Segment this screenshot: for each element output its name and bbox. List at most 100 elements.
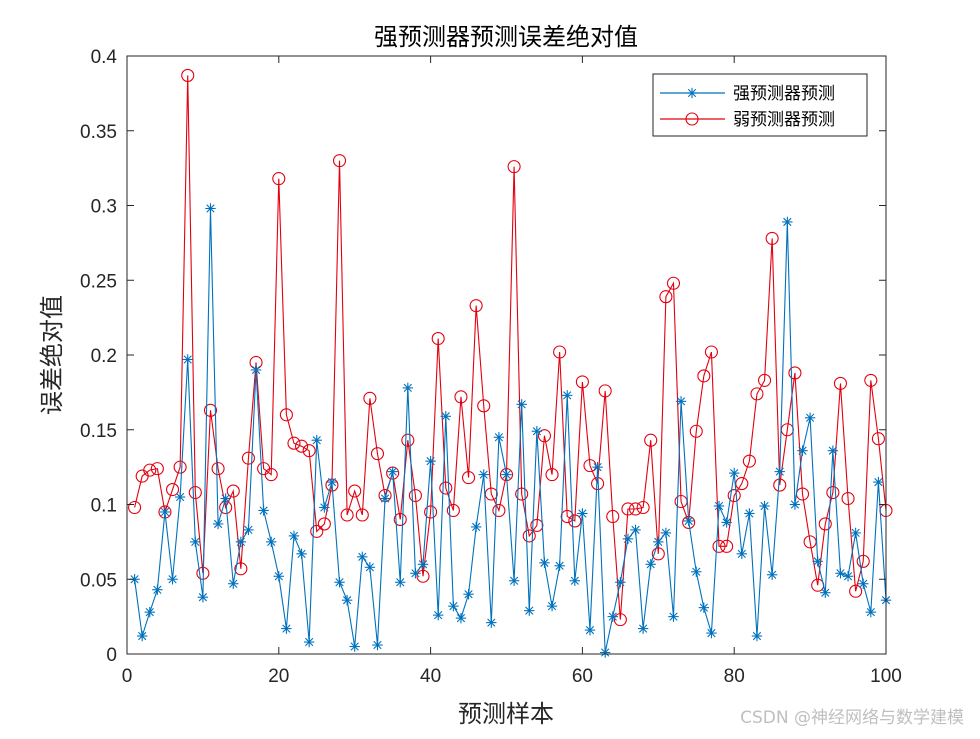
data-point-strong	[152, 584, 163, 595]
data-point-weak	[621, 502, 635, 516]
data-point-strong	[660, 527, 672, 539]
x-tick-label: 0	[122, 666, 133, 687]
data-point-strong	[820, 587, 831, 598]
data-point-strong	[402, 382, 414, 394]
data-point-strong	[478, 469, 489, 480]
data-point-strong	[698, 602, 710, 613]
data-point-strong	[243, 524, 254, 536]
data-point-weak	[666, 276, 681, 290]
data-point-weak	[606, 509, 620, 524]
data-point-strong	[562, 390, 573, 401]
x-tick-label: 100	[870, 666, 902, 687]
data-point-strong	[182, 354, 193, 365]
data-point-strong	[425, 455, 436, 467]
legend-label-weak: 弱预测器预测	[733, 110, 835, 130]
data-point-weak	[393, 512, 407, 527]
data-point-strong	[812, 556, 823, 567]
data-point-strong	[858, 578, 869, 589]
data-point-weak	[370, 447, 385, 461]
data-point-strong	[205, 203, 216, 214]
data-point-strong	[524, 605, 535, 616]
chart-title: 强预测器预测误差绝对值	[374, 23, 638, 51]
data-point-weak	[401, 433, 415, 447]
data-point-weak	[355, 508, 369, 522]
data-point-strong	[744, 508, 755, 519]
y-tick-label: 0.05	[80, 570, 117, 591]
data-point-strong	[706, 627, 717, 639]
legend-marker-strong	[686, 87, 698, 99]
data-point-weak	[279, 408, 293, 422]
data-point-weak	[310, 524, 324, 538]
data-point-weak	[128, 500, 142, 515]
data-point-strong	[266, 536, 277, 548]
data-point-weak	[165, 482, 180, 497]
data-point-strong	[440, 411, 451, 422]
data-point-weak	[264, 468, 278, 482]
data-point-strong	[470, 521, 482, 533]
data-point-weak	[203, 403, 218, 417]
data-point-weak	[849, 584, 863, 598]
data-point-strong	[410, 568, 421, 579]
data-point-strong	[258, 505, 269, 516]
data-point-strong	[729, 467, 740, 479]
data-point-weak	[211, 462, 225, 476]
x-tick-label: 80	[724, 666, 745, 687]
watermark: CSDN @神经网络与数学建模	[740, 708, 964, 728]
data-point-weak	[818, 517, 832, 531]
data-point-weak	[461, 471, 476, 485]
data-point-weak	[826, 485, 840, 500]
data-point-strong	[197, 591, 209, 603]
data-point-strong	[144, 606, 155, 618]
data-point-weak	[522, 529, 536, 543]
y-tick-label: 0.15	[80, 421, 117, 442]
data-point-weak	[348, 484, 362, 498]
data-point-strong	[167, 574, 178, 585]
data-point-strong	[637, 623, 649, 634]
data-point-strong	[395, 577, 406, 588]
data-point-strong	[379, 493, 391, 504]
data-point-strong	[850, 527, 861, 539]
data-point-weak	[424, 505, 438, 519]
data-point-strong	[865, 606, 877, 618]
data-point-weak	[234, 562, 248, 576]
legend-marker-circle	[685, 112, 699, 126]
data-point-strong	[349, 641, 360, 652]
data-point-weak	[173, 460, 187, 474]
data-point-weak	[628, 502, 643, 516]
data-point-strong	[782, 216, 793, 228]
data-point-weak	[575, 375, 589, 389]
y-tick-label: 0.2	[91, 346, 117, 367]
data-point-weak	[530, 518, 544, 532]
data-point-strong	[501, 469, 512, 480]
data-point-strong	[759, 500, 770, 512]
y-axis-label: 误差绝对值	[38, 295, 66, 415]
data-point-strong	[683, 515, 694, 527]
data-point-weak	[644, 433, 658, 447]
data-point-strong	[159, 506, 171, 518]
data-point-strong	[212, 518, 224, 530]
legend-box	[652, 73, 868, 137]
data-point-strong	[372, 639, 383, 651]
legend-label-strong: 强预测器预测	[733, 84, 835, 104]
data-point-weak	[363, 391, 377, 405]
data-point-strong	[630, 524, 641, 536]
data-point-weak	[871, 432, 885, 446]
data-point-strong	[569, 575, 581, 586]
data-point-strong	[827, 445, 839, 456]
data-point-strong	[789, 499, 801, 510]
data-point-strong	[319, 502, 330, 513]
x-tick-label: 60	[572, 666, 593, 687]
data-point-weak	[697, 369, 711, 383]
data-point-weak	[226, 484, 240, 498]
data-point-strong	[736, 548, 747, 560]
data-point-strong	[653, 536, 664, 548]
data-point-weak	[659, 290, 673, 304]
data-point-strong	[341, 594, 353, 606]
data-point-strong	[311, 435, 322, 446]
data-point-weak	[833, 376, 848, 390]
data-point-weak	[416, 569, 430, 583]
y-tick-label: 0	[106, 645, 117, 666]
data-point-weak	[241, 451, 255, 465]
